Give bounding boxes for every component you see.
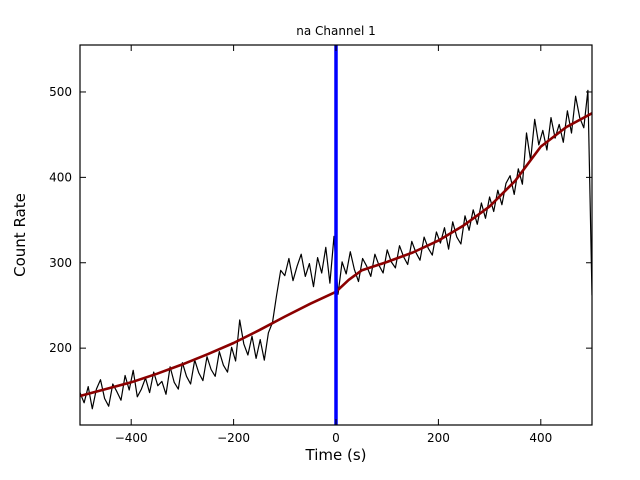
- axes-frame: [79, 44, 593, 426]
- x-tick-label: 0: [332, 431, 340, 445]
- y-tick-label: 500: [49, 85, 72, 99]
- y-tick-label: 300: [49, 256, 72, 270]
- y-tick-label: 200: [49, 341, 72, 355]
- y-tick-label: 400: [49, 170, 72, 184]
- chart-title: na Channel 1: [296, 24, 376, 38]
- x-tick-label: 400: [529, 431, 552, 445]
- x-tick-label: −200: [217, 431, 250, 445]
- x-axis-label: Time (s): [305, 446, 367, 464]
- smoothed-model-line: [80, 112, 592, 398]
- x-tick-label: −400: [115, 431, 148, 445]
- y-axis-label: Count Rate: [11, 193, 29, 277]
- x-tick-label: 200: [427, 431, 450, 445]
